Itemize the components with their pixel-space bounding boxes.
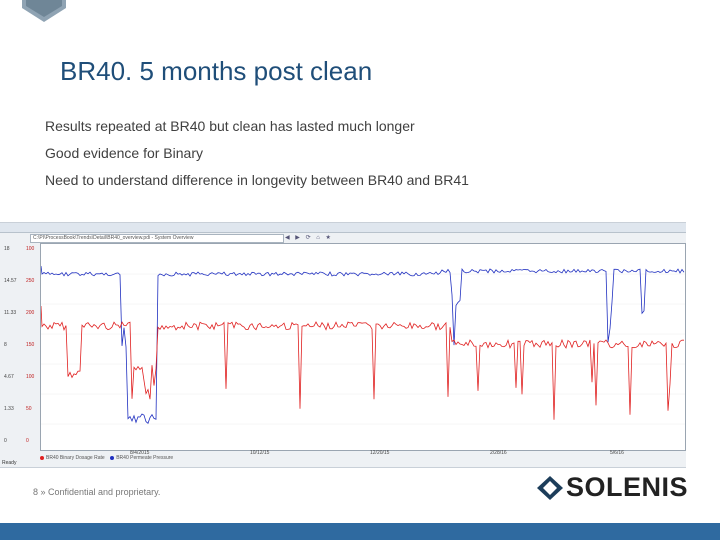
solenis-logo: SOLENIS <box>537 472 688 503</box>
y-tick-label: 0 <box>4 438 7 444</box>
solenis-diamond-icon <box>537 475 563 500</box>
x-tick-label: 10/12/15 <box>250 450 270 456</box>
y-tick-label: 150 <box>26 342 35 348</box>
logo-text: SOLENIS <box>566 472 689 502</box>
x-tick-label: 2/28/16 <box>490 450 507 456</box>
bottom-band <box>0 523 720 540</box>
y-tick-label: 50 <box>26 406 32 412</box>
binary-dosage-series <box>40 305 685 420</box>
plot-grid <box>41 273 685 425</box>
bullet-list: Results repeated at BR40 but clean has l… <box>45 118 475 199</box>
y-tick-label: 8 <box>4 342 7 348</box>
status-text: Ready <box>2 460 17 466</box>
y-tick-label: 11.33 <box>4 310 17 316</box>
trend-plot <box>40 243 686 451</box>
chevron-logo-icon <box>22 0 66 22</box>
x-tick-label: 8/4/2015 <box>130 450 150 456</box>
y-tick-label: 100 <box>26 246 35 252</box>
address-field: C:\PI\ProcessBook\Trends\Detail\BR40_ove… <box>30 234 284 243</box>
x-tick-label: 12/20/15 <box>370 450 390 456</box>
legend-dot <box>110 455 115 460</box>
toolbar-icons: ◀ ▶ ⟳ ⌂ ★ <box>285 235 333 241</box>
trend-svg <box>40 265 685 425</box>
trend-legend: BR40 Binary Dosage Rate BR40 Permeate Pr… <box>40 455 173 461</box>
bullet-item: Results repeated at BR40 but clean has l… <box>45 118 415 134</box>
y-tick-label: 250 <box>26 278 35 284</box>
bullet-item: Good evidence for Binary <box>45 145 203 161</box>
y-tick-label: 1.33 <box>4 406 14 412</box>
legend-dot <box>40 455 44 460</box>
footer-text: 8 » Confidential and proprietary. <box>33 487 161 497</box>
bullet-item: Need to understand difference in longevi… <box>45 172 469 188</box>
y-tick-label: 4.67 <box>4 374 14 380</box>
permeate-pressure-series <box>40 265 685 424</box>
screenshot-menubar <box>0 223 686 233</box>
y-tick-label: 100 <box>26 374 35 380</box>
y-tick-label: 0 <box>26 438 29 444</box>
x-tick-label: 5/6/16 <box>610 450 624 456</box>
slide-title: BR40. 5 months post clean <box>60 56 373 86</box>
y-tick-label: 14.57 <box>4 278 17 284</box>
legend-label: BR40 Permeate Pressure <box>116 455 174 461</box>
legend-label: BR40 Binary Dosage Rate <box>46 455 105 461</box>
y-tick-label: 18 <box>4 246 10 252</box>
y-tick-label: 200 <box>26 310 35 316</box>
